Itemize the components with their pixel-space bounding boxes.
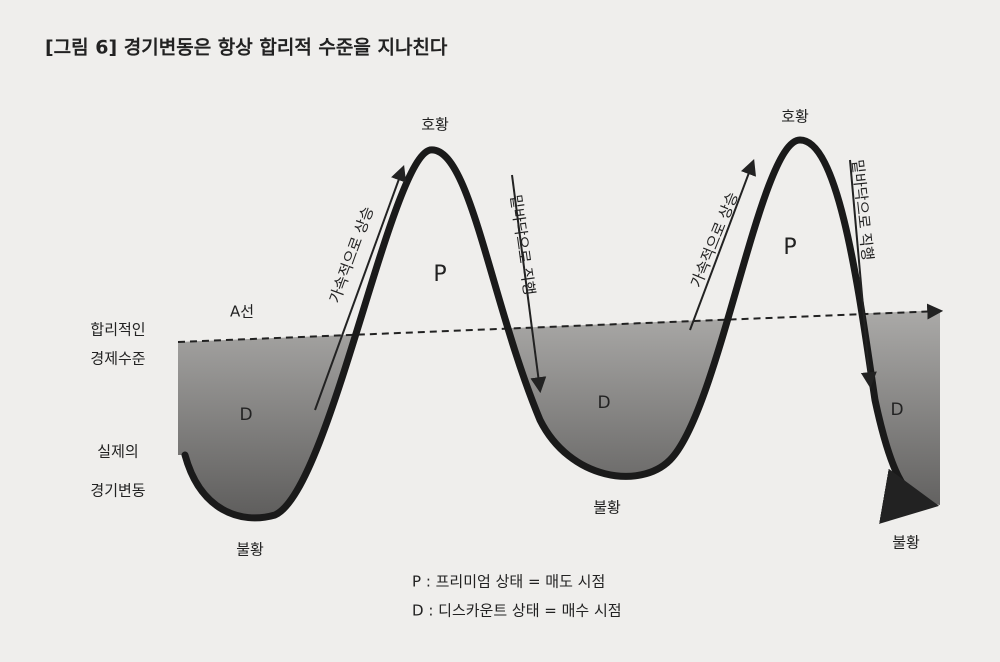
peak-label: 호황 <box>421 116 449 134</box>
zone-label: P <box>433 262 446 287</box>
peak-label: 호황 <box>781 108 809 126</box>
shaded-area <box>178 310 940 518</box>
reference-label: 경제수준 <box>90 350 145 368</box>
zone-label: D <box>890 400 903 420</box>
fall-arrow <box>849 159 877 389</box>
zone-label: P <box>783 235 796 260</box>
legend-item: D : 디스카운트 상태 = 매수 시점 <box>412 602 622 620</box>
rise-arrow <box>314 164 407 411</box>
curve-label: 실제의 <box>97 443 138 461</box>
business-cycle-curve <box>181 136 940 524</box>
reference-label: 합리적인 <box>90 321 145 339</box>
zone-label: D <box>597 393 610 413</box>
legend-item: P : 프리미엄 상태 = 매도 시점 <box>412 573 605 591</box>
rise-arrow <box>689 159 756 331</box>
curve-label: 경기변동 <box>90 482 145 500</box>
fall-arrow <box>511 174 547 394</box>
trough-label: 불황 <box>892 534 920 552</box>
trough-label: 불황 <box>593 499 621 517</box>
fall-label: 밑바닥으로 직행 <box>507 193 539 296</box>
trough-label: 불황 <box>236 541 264 559</box>
title: [그림 6] 경기변동은 항상 합리적 수준을 지나친다 <box>45 37 448 59</box>
line-name: A선 <box>230 303 254 321</box>
zone-label: D <box>239 405 252 425</box>
rise-label: 가속적으로 상승 <box>687 189 742 290</box>
